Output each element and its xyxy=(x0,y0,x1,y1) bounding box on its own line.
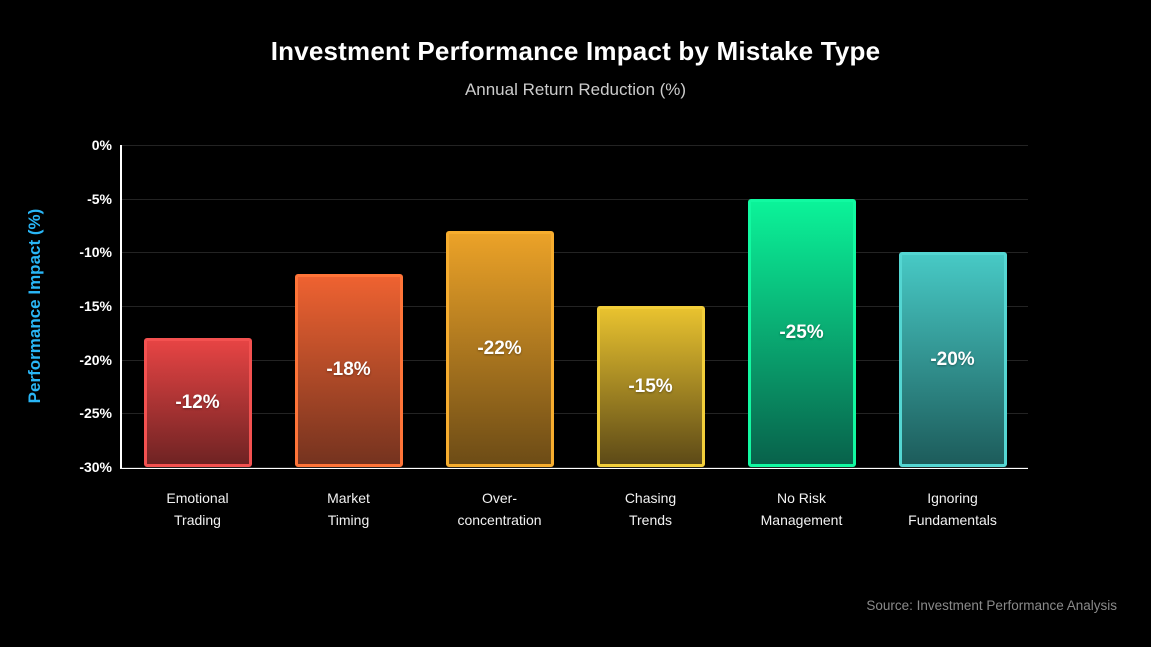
y-tick-label: 0% xyxy=(91,137,112,153)
x-axis-labels: Emotional Trading Market Timing Over- conc… xyxy=(122,487,1028,531)
x-axis-label: Ignoring Fundamentals xyxy=(908,490,997,528)
y-tick-label: -25% xyxy=(79,405,112,422)
x-axis-label: Market Timing xyxy=(327,490,370,528)
y-tick-label: -10% xyxy=(79,244,112,261)
y-tick-label: -30% xyxy=(79,459,112,475)
gridline xyxy=(122,413,1028,415)
gridline xyxy=(122,467,1028,468)
source-note: Source: Investment Performance Analysis xyxy=(866,598,1117,613)
bars-layer: -12% -18% -22% -15% -25% -20% xyxy=(122,145,1028,467)
plot-area xyxy=(120,145,1028,469)
chart-title: Investment Performance Impact by Mistake… xyxy=(270,36,881,66)
x-axis-label: No Risk Management xyxy=(760,490,843,528)
bar-value-label: -12% xyxy=(175,391,220,413)
bar-value-label: -22% xyxy=(477,337,522,359)
bar-value-label: -18% xyxy=(326,359,371,381)
y-tick-label: -15% xyxy=(79,298,112,314)
y-axis-title: Performance Impact (%) xyxy=(25,208,44,404)
gridline xyxy=(122,252,1028,254)
gridline xyxy=(122,198,1028,200)
bar-no-risk-management: -25% xyxy=(747,198,856,467)
bar-value-label: -25% xyxy=(779,321,824,343)
chart-subtitle: Annual Return Reduction (%) xyxy=(464,80,687,99)
bar-market-timing: -18% xyxy=(294,273,403,467)
bar-emotional-trading: -12% xyxy=(143,338,252,467)
x-axis-label: Chasing Trends xyxy=(624,490,677,528)
bar-over-concentration: -22% xyxy=(445,230,554,467)
y-tick-label: -5% xyxy=(87,190,112,207)
y-tick-label: -20% xyxy=(79,351,112,368)
bar-value-label: -20% xyxy=(930,348,975,370)
gridline xyxy=(122,145,1028,146)
bar-value-label: -15% xyxy=(628,375,673,397)
x-axis-label: Over- concentration xyxy=(457,490,542,528)
bar-chasing-trends: -15% xyxy=(596,306,705,467)
gridline xyxy=(122,359,1028,361)
x-axis-label: Emotional Trading xyxy=(166,490,229,528)
gridline xyxy=(122,306,1028,307)
bar-ignoring-fundamentals: -20% xyxy=(898,252,1007,467)
